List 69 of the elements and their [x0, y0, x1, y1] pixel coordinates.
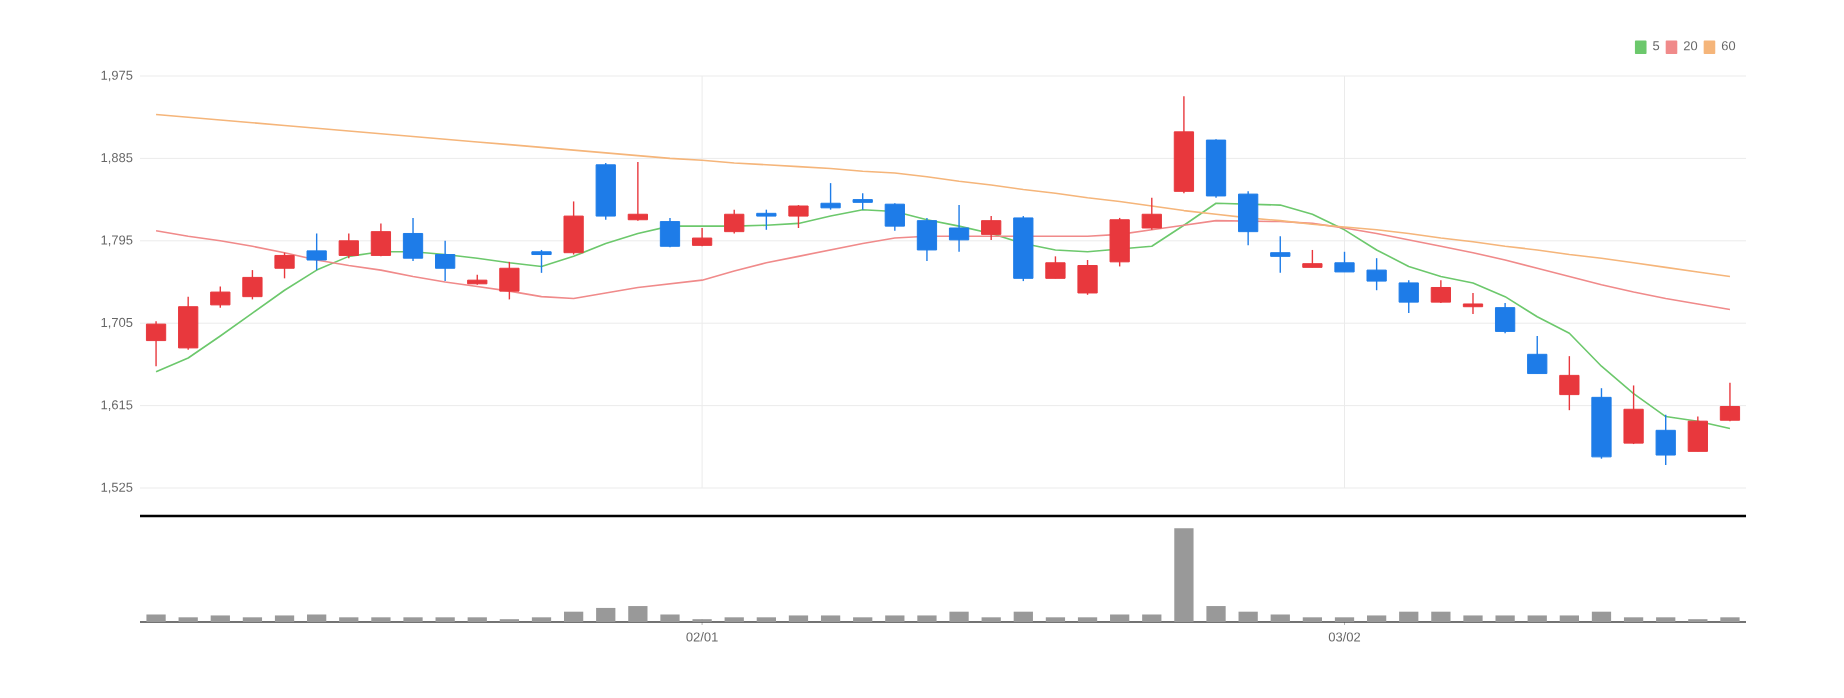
candlestick [1719, 382, 1741, 422]
candlestick [563, 200, 584, 256]
candlestick [1687, 415, 1708, 453]
bar [917, 615, 937, 622]
candlestick [1623, 384, 1644, 445]
bar [1206, 606, 1226, 622]
candlestick [756, 208, 777, 231]
candlestick [499, 261, 520, 301]
candlestick [1462, 292, 1484, 315]
candlestick [1366, 257, 1387, 291]
candlestick [531, 249, 552, 274]
candlestick [1109, 217, 1130, 268]
line-series [155, 113, 1731, 278]
candlestick [788, 204, 809, 229]
candlestick [242, 269, 263, 301]
bar [1366, 615, 1387, 622]
bar [1591, 611, 1612, 622]
candlestick [435, 240, 456, 282]
candlestick [659, 217, 681, 248]
bar [563, 611, 584, 622]
bar [1431, 611, 1451, 622]
bar [1142, 614, 1162, 622]
bar [1110, 614, 1130, 622]
bar [274, 615, 295, 622]
candlestick [1270, 235, 1291, 274]
candlestick [1559, 355, 1580, 411]
candlestick [916, 217, 938, 262]
candlestick [1045, 255, 1066, 280]
bar [307, 614, 327, 622]
bar [820, 615, 841, 622]
bar [146, 614, 166, 622]
bar [210, 615, 230, 622]
candlestick [370, 222, 392, 258]
candlestick [145, 320, 167, 367]
candlestick [338, 232, 359, 259]
bar [1174, 528, 1194, 622]
bar [1463, 615, 1483, 622]
candlestick [402, 217, 424, 262]
candlestick [1238, 190, 1259, 247]
candlestick [178, 295, 199, 351]
candlestick [1494, 302, 1516, 334]
candlestick [210, 285, 231, 309]
bar [596, 607, 616, 622]
candlestick [1527, 335, 1548, 375]
bar [628, 606, 648, 622]
candlestick [948, 204, 970, 253]
bar [1495, 615, 1515, 622]
bar [1399, 611, 1419, 622]
candlestick [627, 161, 648, 222]
bar [1013, 611, 1033, 622]
candlestick [1141, 197, 1162, 231]
bar [660, 614, 680, 622]
candlestick [981, 215, 1002, 241]
bar [885, 615, 905, 622]
candlestick [1334, 251, 1355, 273]
candlestick [274, 252, 295, 280]
candlestick [724, 208, 745, 235]
bar [1559, 615, 1579, 622]
candlestick [1077, 259, 1098, 296]
bar [949, 611, 969, 622]
bar [1238, 611, 1258, 622]
bar [1527, 615, 1547, 622]
candlestick [884, 202, 905, 232]
candlestick [820, 182, 841, 211]
bar [788, 615, 809, 622]
candlestick [1398, 279, 1419, 314]
candlestick [1655, 414, 1676, 466]
candlestick [306, 232, 327, 271]
bar [1270, 614, 1290, 622]
